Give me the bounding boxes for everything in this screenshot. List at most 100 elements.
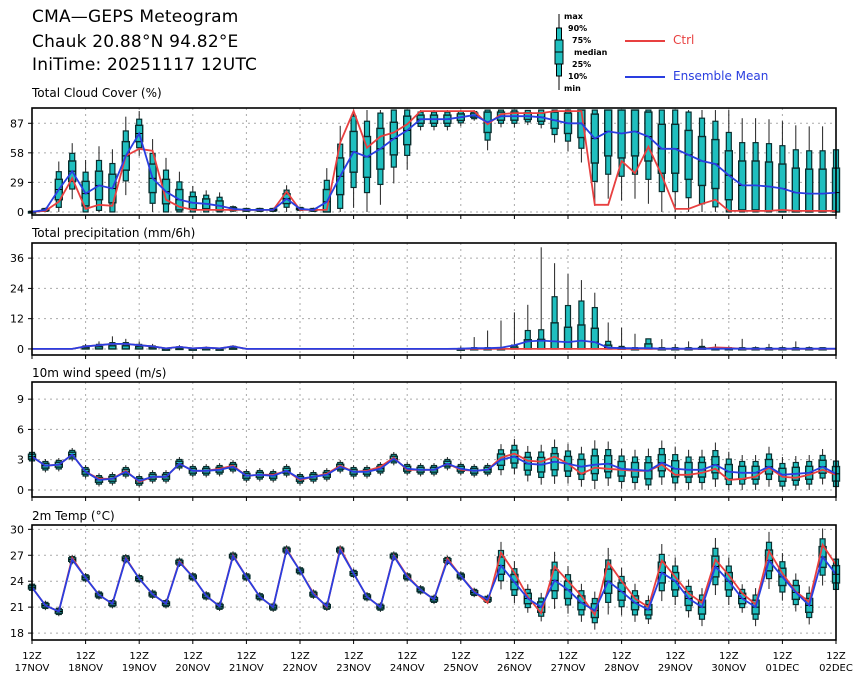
box-whisker (657, 109, 666, 212)
legend-mean-label: Ensemble Mean (673, 69, 769, 83)
wind-frame (31, 381, 837, 498)
precip-frame (31, 242, 837, 356)
y-tick-label: 3 (17, 454, 24, 467)
legend-p75: 75% (572, 36, 592, 45)
box-whisker (738, 118, 747, 213)
box-whisker (483, 109, 492, 151)
box-whisker (389, 109, 398, 184)
iqr-box (590, 327, 599, 350)
x-tick-date-label: 24NOV (390, 663, 425, 674)
ensemble-mean-line (31, 547, 837, 613)
x-tick-hour-label: 12Z (22, 651, 42, 662)
box-whisker (684, 110, 693, 212)
box-whisker (764, 119, 774, 213)
iqr-box (94, 345, 104, 350)
iqr-box (550, 322, 559, 350)
chart-title: CMA—GEPS Meteogram (32, 7, 239, 27)
x-tick-hour-label: 12Z (397, 651, 417, 662)
ensemble-mean-line (31, 114, 837, 213)
cloud-panel-title: Total Cloud Cover (%) (32, 86, 162, 100)
x-tick-hour-label: 12Z (344, 651, 364, 662)
box-whisker (349, 110, 358, 208)
box-whisker (550, 109, 559, 143)
iqr-box (108, 345, 117, 350)
temp-frame (31, 524, 837, 641)
ctrl-line (31, 108, 836, 213)
x-tick-date-label: 23NOV (336, 663, 371, 674)
box-whisker (94, 146, 104, 212)
wind-panel-title: 10m wind speed (m/s) (32, 366, 167, 380)
x-tick-hour-label: 12Z (129, 651, 149, 662)
iqr-box (148, 346, 157, 350)
box-whisker (496, 320, 506, 351)
box-whisker (604, 322, 613, 350)
y-tick-label: 9 (17, 393, 24, 406)
x-tick-date-label: 28NOV (604, 663, 639, 674)
box-whisker (550, 263, 559, 350)
y-tick-label: 6 (17, 423, 24, 436)
y-tick-label: 58 (10, 147, 24, 160)
precip-panel-title: Total precipitation (mm/6h) (32, 226, 196, 240)
legend-ctrl-label: Ctrl (673, 33, 695, 47)
x-tick-date-label: 22NOV (283, 663, 318, 674)
box-whisker (590, 292, 599, 350)
box-whisker (697, 338, 707, 350)
box-whisker (362, 110, 372, 212)
box-whisker (791, 125, 800, 213)
iqr-box (805, 168, 814, 213)
iqr-box (81, 346, 90, 350)
box-whisker (617, 327, 626, 350)
box-whisker (778, 121, 787, 213)
box-whisker (577, 109, 586, 163)
iqr-box (175, 347, 184, 351)
box-whisker (403, 109, 412, 170)
box-whisker (644, 109, 653, 204)
x-tick-hour-label: 12Z (665, 651, 685, 662)
box-whisker (496, 109, 506, 128)
box-whisker (805, 126, 814, 213)
x-tick-date-label: 27NOV (551, 663, 586, 674)
iqr-box (121, 345, 131, 350)
box-whisker (161, 157, 171, 213)
box-whisker (711, 110, 720, 212)
box-whisker (617, 109, 626, 201)
x-tick-date-label: 19NOV (122, 663, 157, 674)
box-whisker (510, 312, 519, 350)
iqr-box (577, 324, 586, 350)
y-tick-label: 87 (10, 117, 24, 130)
y-tick-label: 0 (17, 484, 24, 497)
y-tick-label: 18 (10, 627, 24, 640)
x-tick-hour-label: 12Z (237, 651, 257, 662)
x-tick-hour-label: 12Z (505, 651, 525, 662)
x-tick-date-label: 30NOV (711, 663, 746, 674)
box-whisker (604, 109, 613, 199)
cloud-frame (31, 107, 837, 216)
box-whisker (201, 190, 211, 213)
box-whisker (483, 330, 492, 351)
box-whisker (537, 247, 546, 350)
legend-max: max (564, 12, 583, 21)
x-tick-date-label: 01DEC (766, 663, 800, 674)
cloud-panel: 0 29 58 87 (10, 107, 841, 219)
iqr-box (563, 326, 573, 350)
iqr-box (791, 167, 800, 213)
x-tick-date-label: 20NOV (175, 663, 210, 674)
box-whisker (577, 280, 586, 350)
y-tick-label: 0 (17, 343, 24, 356)
y-tick-label: 36 (10, 252, 24, 265)
box-whisker (818, 126, 827, 213)
y-tick-label: 12 (10, 313, 24, 326)
wind-panel: 0 3 6 9 (17, 381, 841, 501)
y-tick-label: 29 (10, 176, 24, 189)
legend-p10: 10% (568, 72, 588, 81)
ensemble-mean-line (31, 453, 837, 482)
y-tick-label: 24 (10, 282, 24, 295)
legend-box-glyph (554, 14, 665, 90)
x-tick-date-label: 26NOV (497, 663, 532, 674)
x-tick-date-label: 17NOV (15, 663, 50, 674)
legend-min: min (564, 84, 581, 93)
box-whisker (563, 109, 573, 152)
box-whisker (429, 110, 439, 131)
y-tick-label: 30 (10, 523, 24, 536)
